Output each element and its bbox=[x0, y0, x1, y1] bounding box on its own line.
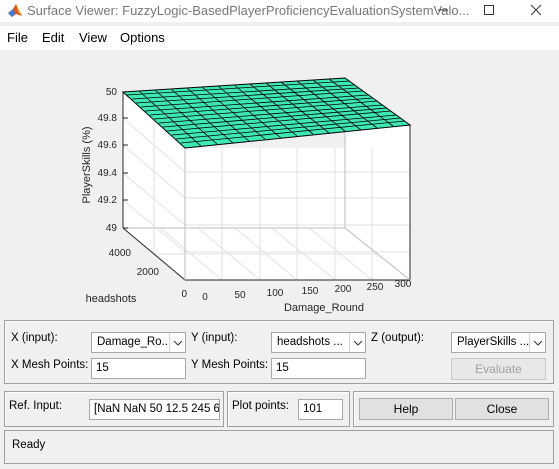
close-button[interactable]: Close bbox=[455, 398, 549, 420]
help-close-panel: Help Close bbox=[353, 391, 554, 427]
z-output-select[interactable]: PlayerSkills ... bbox=[451, 332, 546, 353]
minimize-icon bbox=[437, 4, 449, 19]
menu-options[interactable]: Options bbox=[120, 30, 165, 45]
close-icon bbox=[530, 4, 542, 19]
plot-points-input[interactable]: 101 bbox=[298, 399, 343, 420]
x-tick-label: 300 bbox=[395, 279, 412, 290]
menu-bar: File Edit View Options bbox=[0, 26, 559, 50]
plot-points-panel: Plot points: 101 bbox=[227, 391, 350, 427]
help-button[interactable]: Help bbox=[359, 398, 453, 420]
x-tick-labels: 0 50 100 150 200 250 300 bbox=[202, 279, 412, 303]
z-tick-label: 50 bbox=[106, 87, 118, 98]
maximize-button[interactable] bbox=[466, 0, 512, 22]
y-tick-labels: 4000 2000 0 bbox=[109, 248, 188, 300]
menu-file[interactable]: File bbox=[7, 30, 28, 45]
chevron-down-icon bbox=[169, 333, 185, 352]
x-tick-label: 250 bbox=[367, 282, 384, 293]
matlab-logo-icon bbox=[7, 3, 23, 19]
y-tick-label: 0 bbox=[181, 289, 187, 300]
window-title: Surface Viewer: FuzzyLogic-BasedPlayerPr… bbox=[27, 3, 470, 18]
y-input-label: Y (input): bbox=[191, 332, 238, 344]
x-tick-label: 100 bbox=[267, 288, 284, 299]
x-input-value: Damage_Ro... bbox=[97, 336, 172, 348]
z-output-label: Z (output): bbox=[371, 332, 425, 344]
title-bar: Surface Viewer: FuzzyLogic-BasedPlayerPr… bbox=[0, 0, 559, 22]
menu-edit[interactable]: Edit bbox=[42, 30, 65, 45]
x-input-label: X (input): bbox=[11, 332, 58, 344]
close-window-button[interactable] bbox=[513, 0, 559, 22]
minimize-button[interactable] bbox=[420, 0, 466, 22]
z-tick-label: 49 bbox=[106, 223, 118, 234]
z-tick-labels: 50 49.8 49.6 49.4 49.2 49 bbox=[98, 87, 118, 234]
x-axis-label: Damage_Round bbox=[284, 302, 364, 314]
x-tick-label: 150 bbox=[302, 286, 319, 297]
z-tick-label: 49.2 bbox=[98, 195, 118, 206]
z-tick-label: 49.8 bbox=[98, 113, 118, 124]
floor-grid bbox=[154, 227, 378, 281]
axis-selection-panel: X (input): Damage_Ro... Y (input): heads… bbox=[4, 320, 554, 384]
x-mesh-input[interactable]: 15 bbox=[91, 358, 186, 379]
z-tick-label: 49.4 bbox=[98, 168, 118, 179]
status-bar: Ready bbox=[4, 430, 554, 464]
plot-points-value: 101 bbox=[303, 403, 323, 415]
ref-input-field[interactable]: [NaN NaN 50 12.5 245 65 bbox=[89, 399, 220, 420]
x-tick-label: 0 bbox=[202, 292, 208, 303]
y-tick-label: 4000 bbox=[109, 248, 132, 259]
x-tick-label: 200 bbox=[335, 284, 352, 295]
left-wall-grid bbox=[122, 117, 186, 254]
chevron-down-icon bbox=[529, 333, 545, 352]
z-axis-label: PlayerSkills (%) bbox=[81, 126, 93, 203]
surface-mesh bbox=[121, 77, 412, 149]
x-input-select[interactable]: Damage_Ro... bbox=[91, 332, 186, 353]
ref-input-panel: Ref. Input: [NaN NaN 50 12.5 245 65 bbox=[4, 391, 224, 427]
y-tick-label: 2000 bbox=[137, 267, 160, 278]
menu-view[interactable]: View bbox=[79, 30, 107, 45]
y-mesh-label: Y Mesh Points: bbox=[191, 359, 269, 371]
x-mesh-value: 15 bbox=[96, 362, 109, 374]
surface-mesh-lines bbox=[126, 78, 406, 147]
y-input-select[interactable]: headshots ... bbox=[271, 332, 366, 353]
x-mesh-label: X Mesh Points: bbox=[11, 359, 89, 371]
axes-box bbox=[122, 92, 411, 281]
maximize-icon bbox=[483, 4, 495, 19]
z-tick-label: 49.6 bbox=[98, 140, 118, 151]
evaluate-button[interactable]: Evaluate bbox=[451, 358, 546, 380]
ref-input-label: Ref. Input: bbox=[9, 400, 63, 412]
status-text: Ready bbox=[12, 439, 46, 451]
ref-input-value: [NaN NaN 50 12.5 245 65 bbox=[94, 403, 220, 415]
plot-points-label: Plot points: bbox=[232, 400, 289, 412]
z-output-value: PlayerSkills ... bbox=[457, 336, 530, 348]
surface-plot[interactable]: 50 49.8 49.6 49.4 49.2 49 PlayerSkills (… bbox=[0, 50, 559, 316]
x-tick-label: 50 bbox=[234, 290, 246, 301]
back-wall-grid bbox=[185, 148, 410, 280]
y-mesh-input[interactable]: 15 bbox=[271, 358, 366, 379]
surface-plot-area: 50 49.8 49.6 49.4 49.2 49 PlayerSkills (… bbox=[0, 50, 559, 316]
y-input-value: headshots ... bbox=[277, 336, 343, 348]
chevron-down-icon bbox=[349, 333, 365, 352]
y-mesh-value: 15 bbox=[276, 362, 289, 374]
y-axis-label: headshots bbox=[86, 293, 137, 305]
